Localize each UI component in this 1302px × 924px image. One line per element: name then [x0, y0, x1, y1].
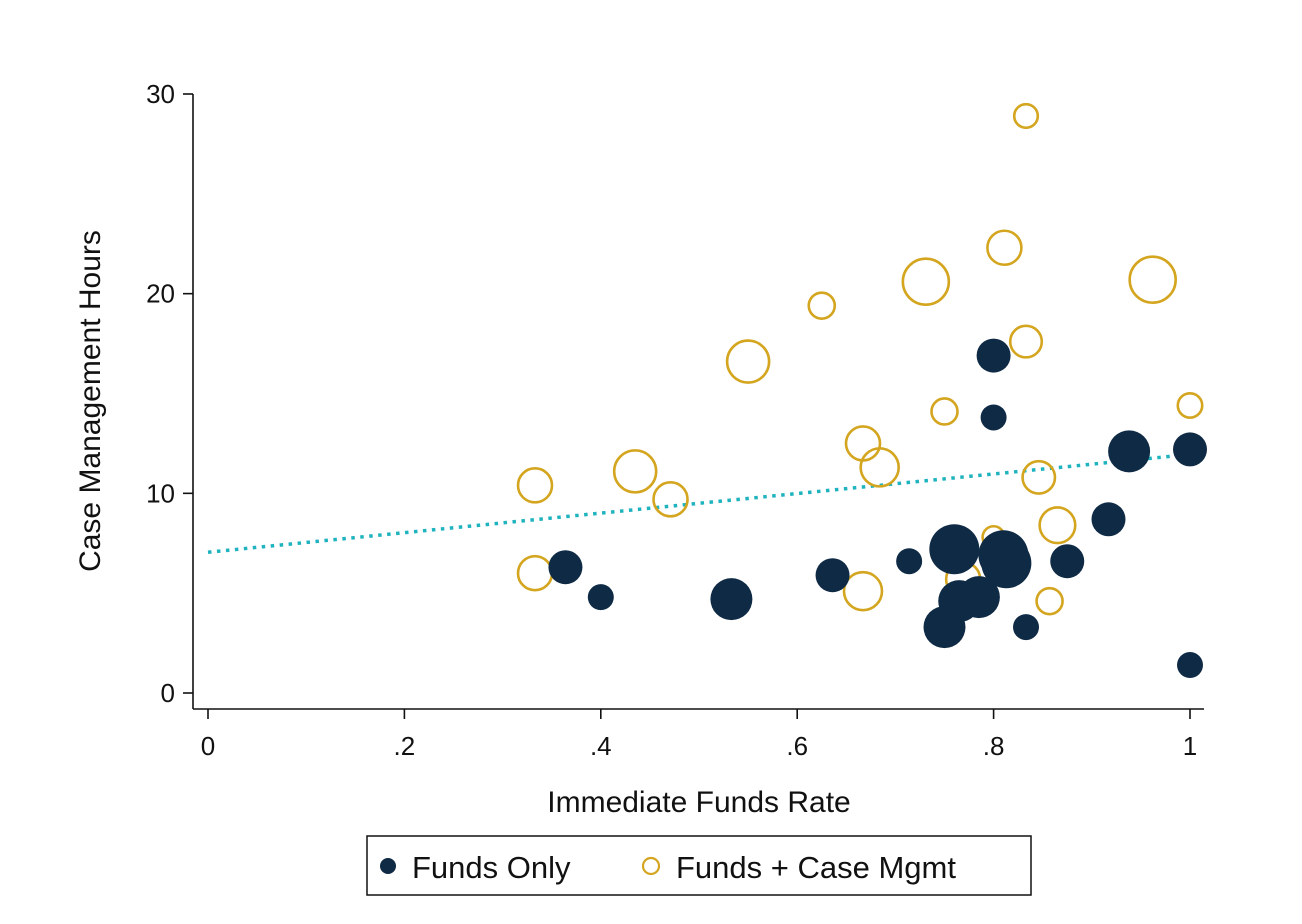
point-funds-only: [1091, 502, 1126, 537]
point-funds-case-mgmt: [612, 449, 658, 494]
y-tick-label: 20: [146, 279, 175, 309]
legend-label-funds-only: Funds Only: [412, 850, 571, 885]
x-axis-title: Immediate Funds Rate: [547, 786, 850, 819]
axes: [192, 94, 1204, 710]
y-tick-label: 0: [161, 678, 175, 708]
point-funds-only: [980, 404, 1007, 431]
point-funds-case-mgmt: [652, 481, 689, 518]
point-funds-case-mgmt: [1012, 102, 1040, 130]
point-funds-only: [710, 578, 753, 621]
x-ticks: 0 .2 .4 .6 .8 1: [201, 709, 1197, 761]
x-tick-label: 0: [201, 731, 215, 761]
point-funds-only: [896, 548, 923, 575]
point-funds-case-mgmt: [516, 554, 554, 592]
y-axis-title: Case Management Hours: [74, 230, 107, 572]
point-funds-case-mgmt: [725, 339, 771, 384]
fit-line: [207, 452, 1191, 554]
point-funds-only: [548, 550, 583, 585]
y-ticks: 0 10 20 30: [146, 79, 193, 708]
y-tick-label: 10: [146, 478, 175, 508]
legend: Funds Only Funds + Case Mgmt: [366, 835, 1032, 896]
point-funds-only: [1013, 614, 1040, 641]
point-funds-case-mgmt: [844, 425, 882, 462]
legend-marker-funds-only: [380, 858, 396, 874]
point-funds-case-mgmt: [1008, 324, 1044, 359]
point-funds-case-mgmt: [1021, 459, 1057, 495]
point-funds-case-mgmt: [516, 467, 554, 504]
fit-line-layer: [207, 452, 1191, 554]
points-layer: [516, 102, 1207, 679]
legend-marker-funds-case-mgmt: [641, 856, 661, 876]
point-funds-only: [1177, 652, 1203, 679]
point-funds-only: [815, 558, 850, 593]
legend-box: [366, 835, 1032, 896]
point-funds-only: [981, 538, 1032, 589]
point-funds-case-mgmt: [901, 257, 951, 306]
point-funds-case-mgmt: [807, 291, 837, 320]
point-funds-case-mgmt: [986, 229, 1023, 267]
point-funds-only: [1108, 430, 1151, 473]
point-funds-only: [976, 338, 1011, 373]
point-funds-case-mgmt: [1035, 586, 1064, 616]
point-funds-case-mgmt: [859, 447, 900, 488]
point-funds-case-mgmt: [930, 397, 959, 426]
x-tick-label: .8: [983, 731, 1005, 761]
x-tick-label: .6: [786, 731, 808, 761]
legend-label-funds-case-mgmt: Funds + Case Mgmt: [676, 850, 956, 885]
point-funds-only: [1173, 432, 1207, 467]
point-funds-only: [929, 524, 980, 575]
point-funds-case-mgmt: [1038, 506, 1077, 545]
y-tick-label: 30: [146, 79, 175, 109]
x-tick-label: .4: [590, 731, 612, 761]
point-funds-case-mgmt: [1128, 255, 1177, 304]
point-funds-only: [587, 584, 614, 611]
point-funds-only: [957, 576, 1000, 619]
point-funds-only: [1050, 544, 1085, 579]
point-funds-case-mgmt: [842, 570, 884, 612]
x-tick-label: 1: [1183, 731, 1197, 761]
x-tick-label: .2: [394, 731, 416, 761]
point-funds-case-mgmt: [1176, 391, 1204, 419]
